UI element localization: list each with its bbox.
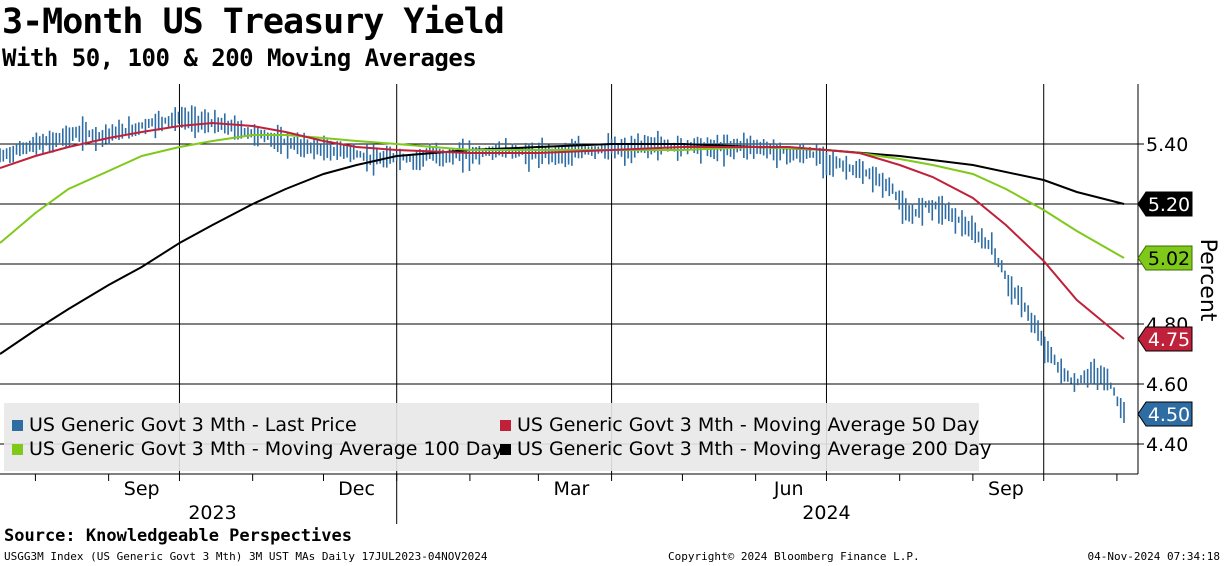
last-value-labels: 4.50 4.75 5.02 5.20 [1137, 191, 1193, 427]
chart-title: 3-Month US Treasury Yield [2, 2, 505, 42]
last-value-tag-shape [1137, 401, 1193, 427]
x-tick-label: Sep [988, 478, 1024, 500]
legend-label-ma100: US Generic Govt 3 Mth - Moving Average 1… [29, 438, 504, 460]
ma200-last-value-tag: 5.20 [1137, 191, 1193, 217]
last-value-tag-label: 5.02 [1148, 248, 1190, 270]
ma200-line [0, 143, 1125, 355]
legend-label-price: US Generic Govt 3 Mth - Last Price [29, 414, 357, 436]
x-tick-label: Sep [124, 478, 160, 500]
last-value-tag-shape [1137, 326, 1193, 352]
y-tick-label: 5.40 [1146, 134, 1188, 156]
legend-item-ma200: US Generic Govt 3 Mth - Moving Average 2… [500, 438, 991, 460]
legend-item-price: US Generic Govt 3 Mth - Last Price [12, 414, 357, 436]
legend-item-ma100: US Generic Govt 3 Mth - Moving Average 1… [12, 438, 503, 460]
last-value-tag-label: 4.75 [1148, 329, 1190, 351]
last-value-tag-shape [1137, 245, 1193, 271]
legend-swatch-ma50 [500, 419, 511, 431]
ma100-line [0, 134, 1125, 259]
legend-swatch-ma200 [500, 443, 511, 455]
price-last-value-tag: 4.50 [1137, 401, 1193, 427]
x-tick-label: Jun [773, 478, 804, 500]
last-value-tag-label: 4.50 [1148, 404, 1190, 426]
chart-subtitle: With 50, 100 & 200 Moving Averages [2, 44, 477, 72]
ma50-line [0, 121, 1125, 340]
x-tick-label: Dec [338, 478, 375, 500]
series-layer [0, 105, 1125, 423]
legend-item-ma50: US Generic Govt 3 Mth - Moving Average 5… [500, 414, 979, 436]
y-tick-label: 4.40 [1146, 434, 1188, 456]
last-value-tag-label: 5.20 [1148, 194, 1190, 216]
legend-label-ma200: US Generic Govt 3 Mth - Moving Average 2… [517, 438, 992, 460]
legend-label-ma50: US Generic Govt 3 Mth - Moving Average 5… [517, 414, 980, 436]
legend: US Generic Govt 3 Mth - Last Price US Ge… [4, 403, 991, 471]
legend-swatch-price [12, 419, 23, 431]
ma50-last-value-tag: 4.75 [1137, 326, 1193, 352]
footer-ticker: USGG3M Index (US Generic Govt 3 Mth) 3M … [4, 550, 488, 563]
y-tick-label: 4.60 [1146, 374, 1188, 396]
y-axis-title: Percent [1195, 239, 1220, 322]
ma100-last-value-tag: 5.02 [1137, 245, 1193, 271]
x-year-label: 2024 [802, 502, 850, 524]
footer-timestamp: 04-Nov-2024 07:34:18 [1087, 550, 1220, 563]
legend-swatch-ma100 [12, 443, 23, 455]
x-tick-label: Mar [554, 478, 590, 500]
footer-copyright: Copyright© 2024 Bloomberg Finance L.P. [668, 550, 920, 563]
last-value-tag-shape [1137, 191, 1193, 217]
x-year-label: 2023 [188, 502, 236, 524]
source-note: Source: Knowledgeable Perspectives [4, 526, 352, 546]
